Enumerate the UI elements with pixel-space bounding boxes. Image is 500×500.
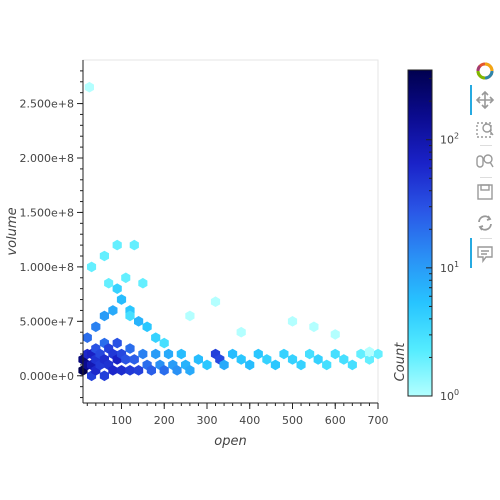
wheel-zoom-icon[interactable] [470,149,500,175]
hex-bin [116,294,127,305]
hexbin-chart: 0.000e+0 5.000e+7 1.000e+8 1.500e+8 2.000e+8… [5,59,459,449]
hex-bin [287,316,298,327]
hex-bin [91,321,101,333]
hover-icon[interactable] [470,241,500,267]
y-tick-label: 2.000e+8 [20,152,74,165]
hex-bin [125,365,135,376]
hex-bin [305,348,315,360]
hex-bin [330,329,340,340]
bokeh-logo[interactable] [470,58,500,84]
hex-bin [129,239,139,251]
x-axis-label: open [214,434,246,449]
hex-bin [138,277,148,289]
hex-bin [159,337,169,349]
x-tick-label: 100 [111,414,132,427]
hex-bin [112,337,122,349]
save-icon[interactable] [470,179,500,205]
hex-bin [112,283,122,294]
hex-bin [108,305,118,316]
hex-bin [151,348,161,360]
hex-bin [279,348,289,360]
pan-icon[interactable] [470,87,500,113]
hex-bin [142,321,152,333]
hex-bin [356,348,366,360]
hex-bin [210,296,221,307]
hex-bin [245,359,255,371]
hex-bin [347,359,357,371]
y-tick-label: 0.000e+0 [20,370,74,383]
hex-bin [99,250,109,262]
hex-bin [108,365,118,376]
hex-bin [99,370,109,382]
x-tick-label: 500 [282,414,303,427]
hex-bin [125,343,135,354]
hex-bin [116,365,127,376]
hex-bin [309,321,319,333]
hex-bin [176,348,186,360]
hex-bin [219,359,229,371]
hex-bin [121,272,131,284]
hex-bin [104,277,114,289]
x-tick-label: 300 [196,414,217,427]
hex-bin [330,348,340,360]
hex-bin [99,310,109,322]
hex-bin [125,310,135,322]
hex-bin [228,348,238,360]
hex-bin [87,261,97,273]
hex-bin [373,348,383,360]
hex-bin [322,359,332,371]
hex-bin [202,359,212,371]
hex-bin [138,348,148,360]
hex-bin [287,354,298,365]
hex-bin [185,310,195,322]
hex-bin [364,354,374,365]
hex-bin [112,239,122,251]
colorbar-tick-label: 102 [440,132,459,147]
hex-bin [84,81,94,93]
hex-bin [134,365,144,376]
y-tick-label: 1.500e+8 [20,206,74,219]
hex-bin [364,346,374,358]
hex-bin [146,365,156,376]
hex-bin [159,365,169,376]
x-tick-label: 400 [239,414,260,427]
colorbar-tick-label: 100 [440,388,459,403]
hex-bin [163,348,174,360]
hex-bin [253,348,263,360]
hex-bin [313,354,323,365]
x-tick-label: 700 [368,414,389,427]
y-tick-label: 5.000e+7 [20,315,74,328]
hex-bin [134,316,144,327]
hex-bin [172,365,182,376]
hex-bin [185,365,195,376]
reset-icon[interactable] [470,210,500,236]
y-axis-label: volume [5,207,20,255]
hex-bin [262,354,272,365]
axes: 0.000e+0 5.000e+7 1.000e+8 1.500e+8 2.000e+8… [5,60,389,449]
hex-bin [193,354,203,365]
box-zoom-icon[interactable] [470,117,500,143]
hex-bin [82,332,92,343]
colorbar: 100 101 102 Count [393,69,459,403]
hex-bin [121,354,131,365]
hex-bin [129,354,139,365]
hex-bin [236,354,246,365]
colorbar-tick-label: 101 [440,260,459,275]
y-tick-label: 2.500e+8 [20,98,74,111]
colorbar-gradient [407,69,433,397]
hex-bin [270,359,280,371]
hex-bin [236,326,246,338]
hex-bin [339,354,349,365]
x-tick-label: 600 [325,414,346,427]
y-tick-label: 1.000e+8 [20,261,74,274]
hex-bin [151,332,161,343]
hex-bins [78,81,383,382]
hex-bin [296,359,306,371]
colorbar-title: Count [393,342,408,382]
x-tick-label: 200 [154,414,175,427]
